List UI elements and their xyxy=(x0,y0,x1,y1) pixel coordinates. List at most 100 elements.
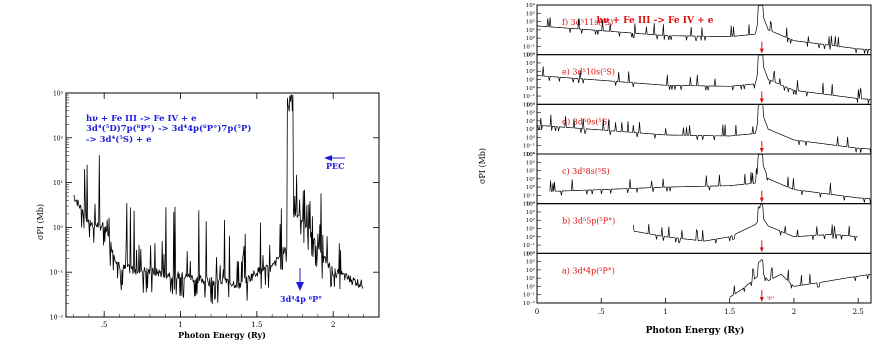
right-y-tick-label: 10¹ xyxy=(526,27,535,34)
right-resonance-arrow-head xyxy=(759,148,764,153)
left-x-axis-ticks: .5 1 1.5 2 xyxy=(73,93,364,329)
right-y-tick-label: 10³ xyxy=(526,159,535,166)
right-panel-frame xyxy=(536,203,872,254)
left-x-tick-label: 2 xyxy=(331,321,335,329)
right-y-tick-label: 10³ xyxy=(526,10,535,17)
right-plot: hν + Fe III -> Fe IV + e 10⁻²10⁻¹10⁰10¹1… xyxy=(478,2,872,336)
left-y-tick-label: 10³ xyxy=(53,91,64,98)
right-y-tick-label: 10⁻² xyxy=(523,300,535,307)
right-y-tick-label: 10⁻² xyxy=(523,151,535,158)
left-y-tick-label: 10² xyxy=(53,135,64,142)
right-x-tick-label: 2.5 xyxy=(853,308,864,316)
right-y-tick-label: 10⁴ xyxy=(526,52,536,59)
right-y-tick-label: 10⁰ xyxy=(526,283,536,290)
right-x-axis-ticks: 0 .5 1 1.5 2 2.5 xyxy=(535,298,864,316)
right-y-tick-label: 10³ xyxy=(526,60,535,67)
right-panel-label: d) 3d⁵9s(⁵S) xyxy=(562,117,610,126)
left-x-tick-label: .5 xyxy=(101,321,108,329)
right-y-tick-label: 10⁰ xyxy=(526,134,536,141)
right-y-axis-label: σPI (Mb) xyxy=(478,148,487,184)
right-panel-label: c) 3d⁵8s(⁵S) xyxy=(562,167,610,176)
right-panel-curve xyxy=(729,259,871,298)
right-y-tick-label: 10⁻² xyxy=(523,52,535,59)
right-resonance-arrow-head xyxy=(759,48,764,54)
right-x-axis-label: Photon Energy (Ry) xyxy=(646,325,745,336)
left-resonance-label: 3d⁴4p ⁶P° xyxy=(280,294,322,304)
right-y-tick-label: 10⁰ xyxy=(526,35,536,42)
right-panel-label: f) 3d⁵11s(⁵S) xyxy=(562,18,613,27)
left-x-tick-label: 1 xyxy=(178,321,182,329)
right-panel-curve xyxy=(536,104,872,154)
left-annotation: hν + Fe III -> Fe IV + e 3d⁴(⁵D)7p(⁶P°) … xyxy=(86,114,251,145)
right-resonance-arrow-label: ⁵P° xyxy=(767,296,775,302)
right-y-tick-label: 10⁻¹ xyxy=(523,143,535,150)
right-panel-label: e) 3d⁵10s(⁵S) xyxy=(562,68,615,77)
left-y-axis-ticks: 10⁻² 10⁻¹ 10⁰ 10¹ 10² 10³ xyxy=(50,91,379,322)
right-y-tick-label: 10⁻¹ xyxy=(523,192,535,199)
right-x-tick-label: .5 xyxy=(598,308,605,316)
right-x-tick-label: 1 xyxy=(663,308,667,316)
right-y-tick-label: 10⁻¹ xyxy=(523,292,535,299)
right-panel-curve xyxy=(549,154,871,204)
left-annotation-line-2: 3d⁴(⁵D)7p(⁶P°) -> 3d⁴4p(⁶P°)7p(⁵P) xyxy=(86,123,251,134)
right-y-tick-label: 10² xyxy=(526,68,535,75)
right-x-tick-label: 0 xyxy=(535,308,539,316)
right-y-tick-label: 10⁻² xyxy=(523,101,535,108)
right-y-tick-label: 10² xyxy=(526,118,535,125)
right-x-tick-label: 1.5 xyxy=(724,308,735,316)
left-y-tick-label: 10⁻¹ xyxy=(50,270,63,277)
pec-arrow-head xyxy=(324,155,332,161)
right-y-tick-label: 10⁰ xyxy=(526,234,536,241)
right-y-tick-label: 10⁴ xyxy=(526,101,536,108)
right-y-tick-label: 10⁴ xyxy=(526,201,536,208)
left-y-tick-label: 10⁰ xyxy=(53,225,64,232)
left-y-axis-label: σPI (Mb) xyxy=(36,204,45,240)
right-panel-curve xyxy=(537,5,871,54)
right-panel-curve xyxy=(632,203,858,244)
right-y-tick-label: 10³ xyxy=(526,259,535,266)
pec-marker: PEC xyxy=(324,155,345,171)
right-y-tick-label: 10⁻¹ xyxy=(523,242,535,249)
right-resonance-arrow-head xyxy=(759,297,764,302)
right-y-tick-label: 10⁻² xyxy=(523,201,535,208)
right-y-tick-label: 10⁰ xyxy=(526,85,536,92)
right-panel-label: b) 3d⁵5p(⁵P°) xyxy=(562,217,615,226)
right-plot-title: hν + Fe III -> Fe IV + e xyxy=(596,16,713,26)
left-y-tick-label: 10¹ xyxy=(53,180,63,187)
pec-label: PEC xyxy=(326,161,344,171)
right-resonance-arrow-head xyxy=(759,247,764,253)
right-panel-curve xyxy=(537,54,871,104)
right-y-tick-label: 10¹ xyxy=(526,176,535,183)
right-y-tick-label: 10² xyxy=(526,267,535,274)
right-y-tick-label: 10⁻¹ xyxy=(523,93,535,100)
left-plot: hν + Fe III -> Fe IV + e 3d⁴(⁵D)7p(⁶P°) … xyxy=(36,91,380,340)
right-y-tick-label: 10² xyxy=(526,217,535,224)
right-y-tick-label: 10⁴ xyxy=(526,250,536,257)
right-y-tick-label: 10⁻² xyxy=(523,250,535,257)
right-resonance-arrow-head xyxy=(759,98,764,104)
right-y-tick-label: 10⁴ xyxy=(526,2,536,9)
left-y-tick-label: 10⁻² xyxy=(50,315,64,322)
left-annotation-line-3: -> 3d⁴(⁵S) + e xyxy=(86,134,152,145)
right-y-tick-label: 10¹ xyxy=(526,126,535,133)
left-x-tick-label: 1.5 xyxy=(251,321,262,329)
left-series-curve xyxy=(73,94,364,305)
left-x-axis-label: Photon Energy (Ry) xyxy=(178,330,266,340)
right-y-tick-label: 10¹ xyxy=(526,275,535,282)
right-y-tick-label: 10² xyxy=(526,168,535,175)
left-plot-frame xyxy=(65,92,380,318)
right-x-tick-label: 2 xyxy=(792,308,796,316)
right-y-tick-label: 10⁴ xyxy=(526,151,536,158)
right-y-tick-label: 10⁻¹ xyxy=(523,43,535,50)
